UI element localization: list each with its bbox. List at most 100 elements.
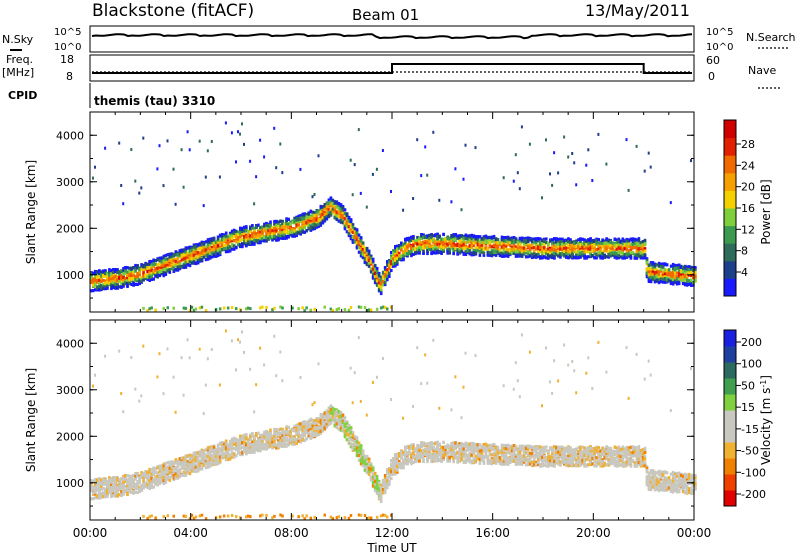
power-cell [285,222,288,226]
power-cell [462,247,466,251]
velocity-cell [144,473,147,477]
power-cell [665,263,669,267]
power-cell [116,275,119,279]
power-cell [341,216,345,220]
power-cell [539,247,542,251]
power-cell [450,234,453,238]
power-cell [108,273,111,277]
velocity-cell [112,476,115,480]
velocity-heatmap [90,329,697,521]
power-cell [148,271,151,275]
power-cell [534,252,538,256]
power-cell [301,220,304,224]
power-cell [176,253,180,257]
power-cell [547,247,550,251]
power-cell [694,278,697,282]
power-cell [444,240,447,244]
power-cell [319,210,323,214]
velocity-cell [142,477,145,481]
power-cell [122,278,125,282]
velocity-cell [130,482,133,486]
power-cell [154,268,157,272]
power-cell [96,280,99,284]
power-cell [283,226,286,230]
power-cell [416,235,419,240]
power-cell [160,269,164,273]
power-cell [237,230,240,234]
power-cell [553,256,556,260]
power-cell [313,307,316,311]
power-cell [530,237,534,241]
power-cell [543,237,546,241]
power-cell [388,264,391,268]
power-cell [458,240,461,244]
power-cell [158,262,162,266]
power-cell [502,245,506,249]
power-cell [641,242,645,246]
power-cell [198,254,202,258]
power-cell [353,234,357,239]
power-cell [359,191,362,195]
power-cell [422,235,425,239]
power-cell [305,217,308,222]
power-cell [267,237,270,241]
velocity-cell [104,490,107,494]
velocity-cell [94,373,96,377]
power-cell [186,254,190,258]
velocity-cell [92,384,94,388]
power-cell [561,252,564,256]
power-cell [124,269,127,273]
power-cell [458,248,461,252]
power-cell [327,205,331,209]
power-cell [279,236,282,240]
power-cell [593,252,596,256]
power-cell [520,240,524,244]
power-cell [309,308,312,312]
power-cell [136,278,139,283]
power-cell [144,274,147,278]
power-cell [681,275,685,279]
power-cell [297,226,300,231]
velocity-cell [154,476,157,480]
power-cell [627,254,631,258]
velocity-cell [134,490,137,494]
y-tick-label: 1000 [56,269,84,282]
power-cell [160,257,164,261]
power-cell [375,270,379,274]
power-cell [241,230,244,234]
power-cell [220,233,224,237]
power-cell [273,126,276,130]
power-cell [245,225,248,229]
power-cell [222,246,226,251]
power-cell [412,247,415,251]
power-cell [516,254,520,258]
power-cell [462,239,466,243]
velocity-cell [98,483,101,487]
power-cell [226,245,230,249]
power-cell [390,268,393,273]
power-cell [309,218,313,222]
power-cell [522,239,526,243]
power-cell [353,227,357,231]
power-cell [386,274,389,278]
power-cell [200,258,204,262]
power-cell [168,270,172,274]
power-cell [488,245,492,249]
power-cell [430,248,433,252]
power-cell [627,188,630,192]
power-cell [688,282,691,286]
velocity-cell [120,481,123,485]
velocity-cell [98,486,101,490]
power-cell [416,249,419,253]
power-cell [194,261,198,265]
power-cell [206,257,210,261]
power-cell [347,231,351,235]
power-cell [96,270,99,274]
power-cell [504,250,508,255]
power-cell [285,236,288,240]
power-cell [146,262,149,266]
velocity-cell [136,485,139,489]
power-cell [305,306,308,310]
power-cell [333,216,337,220]
power-cell [243,233,246,237]
